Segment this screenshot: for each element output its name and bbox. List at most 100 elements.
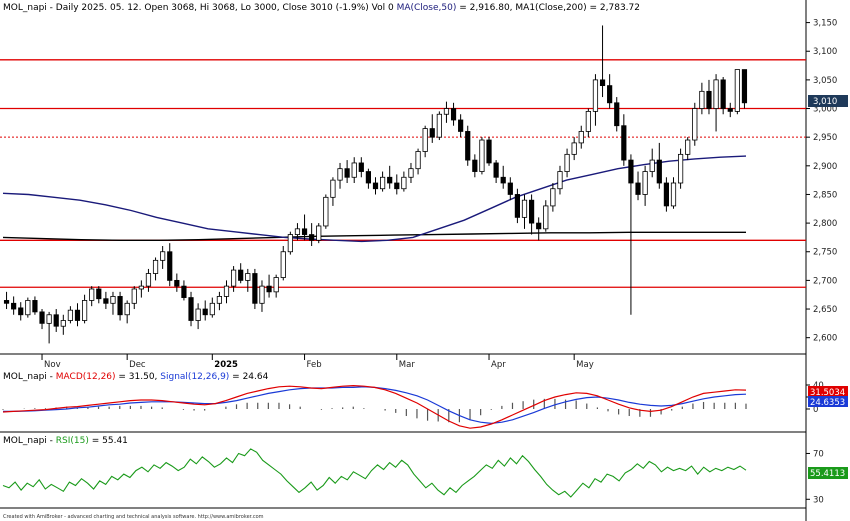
rsi-line (2, 448, 747, 498)
candle (96, 286, 102, 304)
candle-body (621, 125, 627, 161)
candle (67, 306, 74, 324)
ma50-line (2, 155, 747, 243)
candle (557, 165, 563, 195)
candle-body (287, 234, 293, 253)
candle (174, 273, 180, 292)
candle-body (614, 102, 620, 127)
macd-badge-label: 31.5034 (810, 388, 845, 398)
candle (422, 125, 428, 158)
candle-body (145, 273, 152, 287)
candle-body (387, 176, 393, 184)
candle (685, 137, 691, 161)
candle (188, 291, 194, 327)
candle-body (706, 90, 712, 109)
candle (507, 177, 513, 201)
candle (479, 137, 485, 175)
candle (677, 148, 684, 189)
y-tick-label: 2,700 (813, 276, 837, 286)
candle (294, 223, 301, 241)
macd-y-tick-label: 0 (813, 405, 818, 415)
candle-body (81, 300, 88, 321)
candle-body (536, 222, 542, 230)
candle-body (741, 69, 748, 104)
candle-body (465, 131, 471, 161)
candle-body (223, 285, 230, 297)
candle (330, 177, 336, 206)
candle-body (528, 199, 535, 224)
ma200-header-value: = 2,783.72 (587, 3, 640, 13)
rsi-path (2, 448, 747, 498)
candle (245, 268, 251, 292)
candle-body (273, 277, 279, 293)
candle (656, 142, 662, 189)
candle (734, 69, 740, 115)
candle-body (152, 259, 159, 274)
candle (167, 243, 173, 287)
candle (117, 291, 123, 321)
candle-body (96, 288, 102, 300)
candle-body (507, 182, 513, 195)
candle-body (365, 171, 372, 184)
ma50-path (2, 155, 747, 243)
price-y-axis: 2,600 2,650 2,700 2,750 2,800 2,850 2,900 2,950… (806, 19, 837, 344)
candle (344, 160, 350, 183)
candle-body (585, 110, 591, 132)
candle-body (11, 302, 17, 310)
macd-header: MOL_napi - MACD(12,26) = 31.50, Signal(1… (3, 372, 269, 382)
candle-body (18, 307, 24, 316)
candle (323, 194, 329, 229)
candle (223, 280, 230, 304)
candle (387, 165, 393, 189)
y-tick-label: 3,150 (813, 19, 837, 29)
price-badge-label: 3,010 (813, 97, 837, 107)
candle-body (209, 302, 215, 316)
candle-body (521, 199, 528, 218)
candle-body (117, 296, 123, 316)
candle-body (685, 139, 691, 155)
candle (486, 137, 492, 166)
candle (394, 174, 400, 195)
candle (727, 102, 733, 118)
candle (585, 108, 591, 138)
candle (11, 296, 17, 315)
ma200-header-label: MA1(Close,200) (515, 3, 586, 13)
candle-body (670, 182, 677, 207)
candle (3, 291, 10, 310)
y-tick-label: 3,000 (813, 105, 837, 115)
candle-body (713, 79, 719, 109)
rsi-header: MOL_napi - RSI(15) = 55.41 (3, 436, 128, 446)
candle (252, 268, 258, 310)
candle-body (443, 108, 450, 115)
candle (472, 154, 478, 178)
candle-body (46, 314, 52, 324)
candle (670, 177, 677, 209)
macd-badge-bg (808, 386, 848, 397)
y-tick-label: 2,800 (813, 219, 837, 229)
candle-body (394, 182, 400, 190)
x-tick-label: Feb (307, 360, 322, 370)
candle-body (415, 151, 421, 170)
candle (160, 246, 166, 269)
candle-body (188, 297, 194, 321)
candle (18, 302, 24, 321)
rsi-pane: 70 30 55.4113 MOL_napi - RSI(15) = 55.41 (0, 436, 848, 509)
candle (713, 74, 719, 132)
y-tick-label: 2,650 (813, 305, 837, 315)
candle-body (60, 320, 66, 327)
candle-body (131, 288, 137, 304)
candle-body (479, 139, 485, 172)
candle-body (429, 128, 435, 138)
candle (514, 188, 521, 224)
candle-body (514, 194, 521, 218)
x-axis: Nov Dec 2025 Feb Mar Apr May (41, 354, 594, 370)
candle (358, 157, 364, 178)
macd-histogram (2, 398, 747, 423)
candle (663, 177, 670, 212)
candle (309, 223, 315, 247)
ma200-line (2, 231, 746, 242)
candle-body (692, 108, 698, 141)
candle (699, 82, 705, 115)
candle-body (252, 273, 258, 304)
candle-body (195, 308, 201, 321)
